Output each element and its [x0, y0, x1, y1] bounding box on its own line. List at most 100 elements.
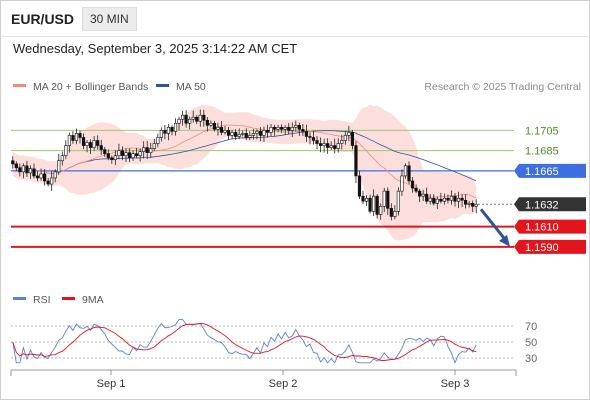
candle — [78, 130, 82, 144]
candle-body — [464, 199, 468, 205]
candle-body — [219, 127, 224, 133]
candle — [120, 146, 125, 161]
level-tag-1.1610: 1.1610 — [514, 219, 586, 234]
candle-body — [400, 175, 404, 192]
rsi-level-label: 50 — [525, 337, 537, 349]
candle — [280, 124, 284, 133]
candle — [333, 138, 337, 154]
candle-body — [322, 143, 326, 146]
candle-body — [467, 202, 471, 205]
candle-body — [188, 118, 192, 124]
candle-body — [195, 116, 199, 122]
candle — [322, 138, 326, 153]
timeframe-button[interactable]: 30 MIN — [82, 7, 137, 31]
candle — [212, 120, 217, 132]
candle — [124, 148, 128, 162]
candle-body — [329, 145, 333, 148]
legend-swatch — [156, 84, 169, 87]
candle — [297, 122, 301, 136]
candle — [156, 133, 160, 148]
candle — [53, 169, 57, 183]
candle-body — [99, 145, 103, 150]
candle-body — [74, 133, 79, 141]
candle-body — [81, 137, 86, 146]
candle — [421, 189, 425, 202]
candle-body — [50, 177, 54, 185]
candle-body — [25, 165, 29, 174]
candle — [219, 121, 224, 136]
candle-body — [230, 132, 234, 136]
candle-body — [180, 114, 185, 120]
candle — [43, 169, 47, 186]
candle — [340, 134, 344, 150]
candle-body — [379, 206, 383, 215]
candle-body — [134, 153, 139, 156]
candle-body — [78, 133, 82, 138]
datetime-label: Wednesday, September 3, 2025 3:14:22 AM … — [13, 41, 298, 56]
candle-body — [138, 151, 142, 156]
candle-body — [226, 130, 231, 136]
candle-body — [255, 131, 259, 134]
legend-group: MA 20 + Bollinger Bands MA 50 — [13, 81, 206, 93]
candle-body — [32, 168, 36, 177]
candle-body — [113, 155, 117, 161]
candle-body — [290, 127, 294, 131]
candle-body — [209, 122, 213, 126]
candle — [11, 156, 15, 169]
candle-body — [311, 137, 316, 141]
candle — [446, 194, 450, 204]
candle-body — [403, 165, 408, 177]
candle — [389, 203, 393, 221]
candle — [255, 129, 259, 140]
candle — [425, 187, 429, 204]
candle — [265, 124, 270, 138]
candle-body — [389, 208, 393, 217]
candle — [456, 191, 461, 209]
candle-body — [39, 173, 43, 179]
candle-body — [347, 132, 351, 136]
candle-body — [340, 140, 344, 144]
candle-body — [241, 133, 245, 135]
candle — [460, 194, 464, 208]
candle-body — [145, 147, 149, 153]
candle-body — [318, 143, 323, 146]
candle-body — [60, 155, 64, 162]
candle-body — [142, 147, 146, 152]
candle-body — [364, 197, 369, 202]
candle-body — [460, 197, 464, 201]
level-tag-1.1590: 1.1590 — [514, 239, 586, 254]
candle — [89, 139, 93, 155]
candle — [226, 126, 231, 140]
candle-body — [159, 130, 163, 138]
candle — [439, 192, 443, 204]
candle-body — [149, 148, 153, 153]
rsi-legend-label: RSI — [33, 294, 51, 306]
candle-body — [57, 160, 61, 173]
candle-body — [435, 198, 439, 204]
x-tick-label: Sep 1 — [97, 378, 126, 390]
candle — [152, 138, 156, 151]
candle-body — [315, 140, 319, 144]
forecast-arrow-shaft — [479, 208, 509, 243]
candle-body — [21, 165, 25, 173]
candle — [442, 193, 446, 205]
candle — [347, 125, 351, 142]
candle — [117, 143, 121, 160]
candle — [357, 170, 362, 199]
candle-body — [453, 195, 457, 202]
candle — [223, 125, 227, 135]
ma20-line — [12, 124, 477, 199]
candle-body — [269, 127, 273, 133]
candle-body — [294, 125, 298, 128]
candle-body — [418, 190, 422, 197]
candle — [276, 124, 280, 132]
candle — [258, 127, 263, 142]
candle — [96, 135, 100, 150]
candle — [326, 138, 330, 154]
candle-body — [396, 190, 400, 212]
candle-body — [350, 132, 355, 146]
candle — [329, 141, 333, 150]
candle — [354, 141, 358, 183]
candle-body — [46, 180, 50, 185]
candle — [202, 109, 206, 127]
